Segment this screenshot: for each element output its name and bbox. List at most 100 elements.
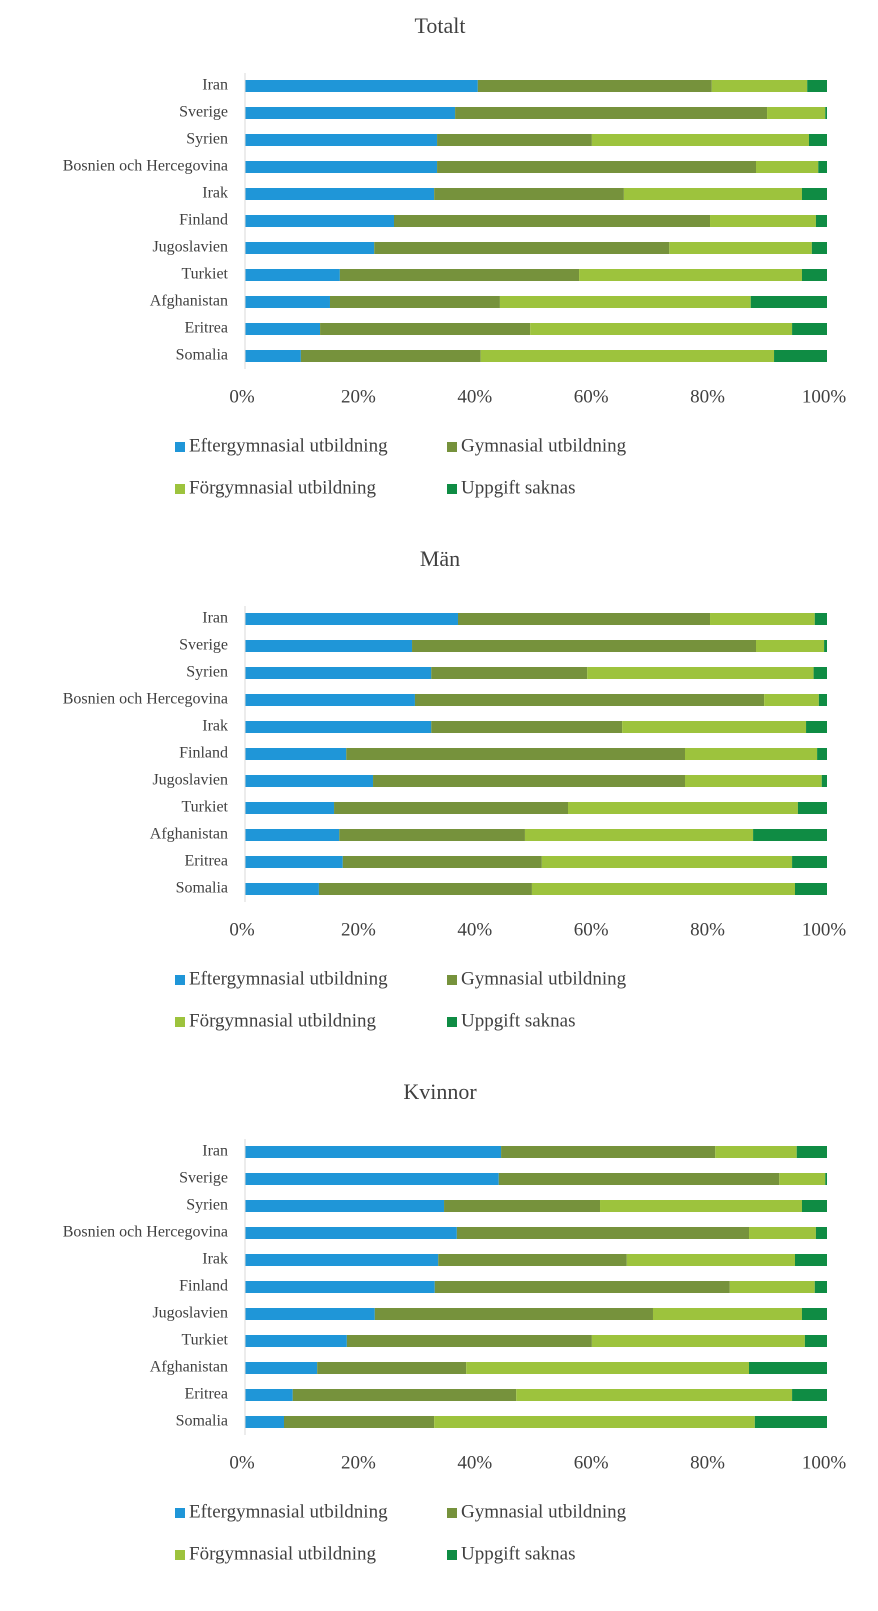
bar-segment (814, 1281, 827, 1293)
bar-segment (318, 883, 532, 895)
bar-segment (541, 856, 793, 868)
bar-segment (320, 323, 531, 335)
bar-segment (431, 667, 588, 679)
bar-segment (374, 1308, 653, 1320)
bar-segment (245, 215, 394, 227)
bar-segment (779, 1173, 826, 1185)
bar-segment (710, 613, 815, 625)
chart-title: Män (420, 546, 460, 571)
legend-swatch (175, 484, 185, 494)
bar-segment (412, 640, 756, 652)
bar-segment (434, 188, 624, 200)
x-tick-label: 80% (690, 386, 725, 407)
y-tick-label: Iran (202, 1143, 228, 1160)
bar-segment (438, 1254, 627, 1266)
bar-segment (393, 215, 711, 227)
bar-segment (498, 1173, 780, 1185)
bar-segment (797, 802, 827, 814)
bar-segment (477, 80, 712, 92)
chart-title: Kvinnor (403, 1079, 477, 1104)
bar-segment (245, 640, 413, 652)
bar-segment (767, 107, 826, 119)
y-tick-label: Syrien (186, 1197, 228, 1214)
bar-segment (818, 694, 827, 706)
bar-segment (317, 1362, 467, 1374)
bar-segment (754, 1416, 827, 1428)
x-tick-label: 60% (574, 919, 609, 940)
bar-segment (373, 775, 685, 787)
bar-segment (245, 1146, 502, 1158)
bar-segment (342, 856, 542, 868)
y-tick-label: Somalia (176, 347, 228, 364)
bar-segment (245, 80, 478, 92)
bar-segment (245, 1281, 435, 1293)
bar-segment (245, 269, 340, 281)
bar-segment (774, 350, 827, 362)
bar-segment (622, 721, 807, 733)
bar-segment (245, 161, 438, 173)
legend-label: Eftergymnasial utbildning (189, 435, 388, 456)
bar-segment (801, 269, 827, 281)
bar-segment (818, 161, 827, 173)
bar-segment (480, 350, 775, 362)
bar-segment (587, 667, 814, 679)
chart-title: Totalt (414, 13, 465, 38)
bar-segment (245, 721, 432, 733)
bar-segment (796, 1146, 827, 1158)
bar-segment (374, 242, 670, 254)
bar-segment (300, 350, 481, 362)
bar-segment (715, 1146, 797, 1158)
bar-segment (245, 694, 415, 706)
legend-label: Gymnasial utbildning (461, 968, 627, 989)
y-tick-label: Turkiet (181, 799, 228, 816)
y-tick-label: Sverige (179, 104, 228, 121)
legend-swatch (175, 1017, 185, 1027)
bar-segment (811, 242, 827, 254)
legend-label: Förgymnasial utbildning (189, 477, 377, 498)
y-tick-label: Bosnien och Hercegovina (63, 691, 228, 708)
bar-segment (346, 748, 685, 760)
bar-segment (824, 640, 827, 652)
bar-segment (813, 667, 827, 679)
legend-swatch (447, 1508, 457, 1518)
legend-swatch (175, 442, 185, 452)
bar-segment (804, 1335, 827, 1347)
bar-segment (437, 161, 756, 173)
y-tick-label: Eritrea (184, 1386, 228, 1403)
y-tick-label: Iran (202, 610, 228, 627)
bar-segment (434, 1416, 755, 1428)
x-tick-label: 40% (457, 386, 492, 407)
bar-segment (245, 107, 456, 119)
legend-label: Uppgift saknas (461, 477, 576, 498)
x-tick-label: 0% (229, 1452, 255, 1473)
bar-segment (815, 215, 827, 227)
x-tick-label: 40% (457, 1452, 492, 1473)
legend-label: Uppgift saknas (461, 1543, 576, 1564)
bar-segment (814, 613, 827, 625)
bar-segment (466, 1362, 750, 1374)
bar-segment (456, 1227, 750, 1239)
y-tick-label: Jugoslavien (152, 239, 228, 256)
y-tick-label: Irak (202, 718, 228, 735)
y-tick-label: Finland (179, 212, 228, 229)
bar-segment (245, 1254, 439, 1266)
bar-segment (245, 350, 301, 362)
x-tick-label: 100% (802, 1452, 847, 1473)
bar-segment (749, 1227, 816, 1239)
bar-segment (806, 721, 827, 733)
legend-label: Gymnasial utbildning (461, 1501, 627, 1522)
bar-segment (792, 323, 827, 335)
bar-segment (245, 856, 343, 868)
bar-segment (623, 188, 802, 200)
y-tick-label: Sverige (179, 1170, 228, 1187)
bar-segment (245, 296, 330, 308)
y-tick-label: Somalia (176, 1413, 228, 1430)
bar-segment (245, 188, 435, 200)
bar-segment (329, 296, 500, 308)
bar-segment (245, 802, 335, 814)
x-tick-label: 0% (229, 386, 255, 407)
bar-segment (245, 1308, 375, 1320)
y-tick-label: Jugoslavien (152, 772, 228, 789)
bar-segment (245, 775, 374, 787)
bar-segment (339, 269, 580, 281)
